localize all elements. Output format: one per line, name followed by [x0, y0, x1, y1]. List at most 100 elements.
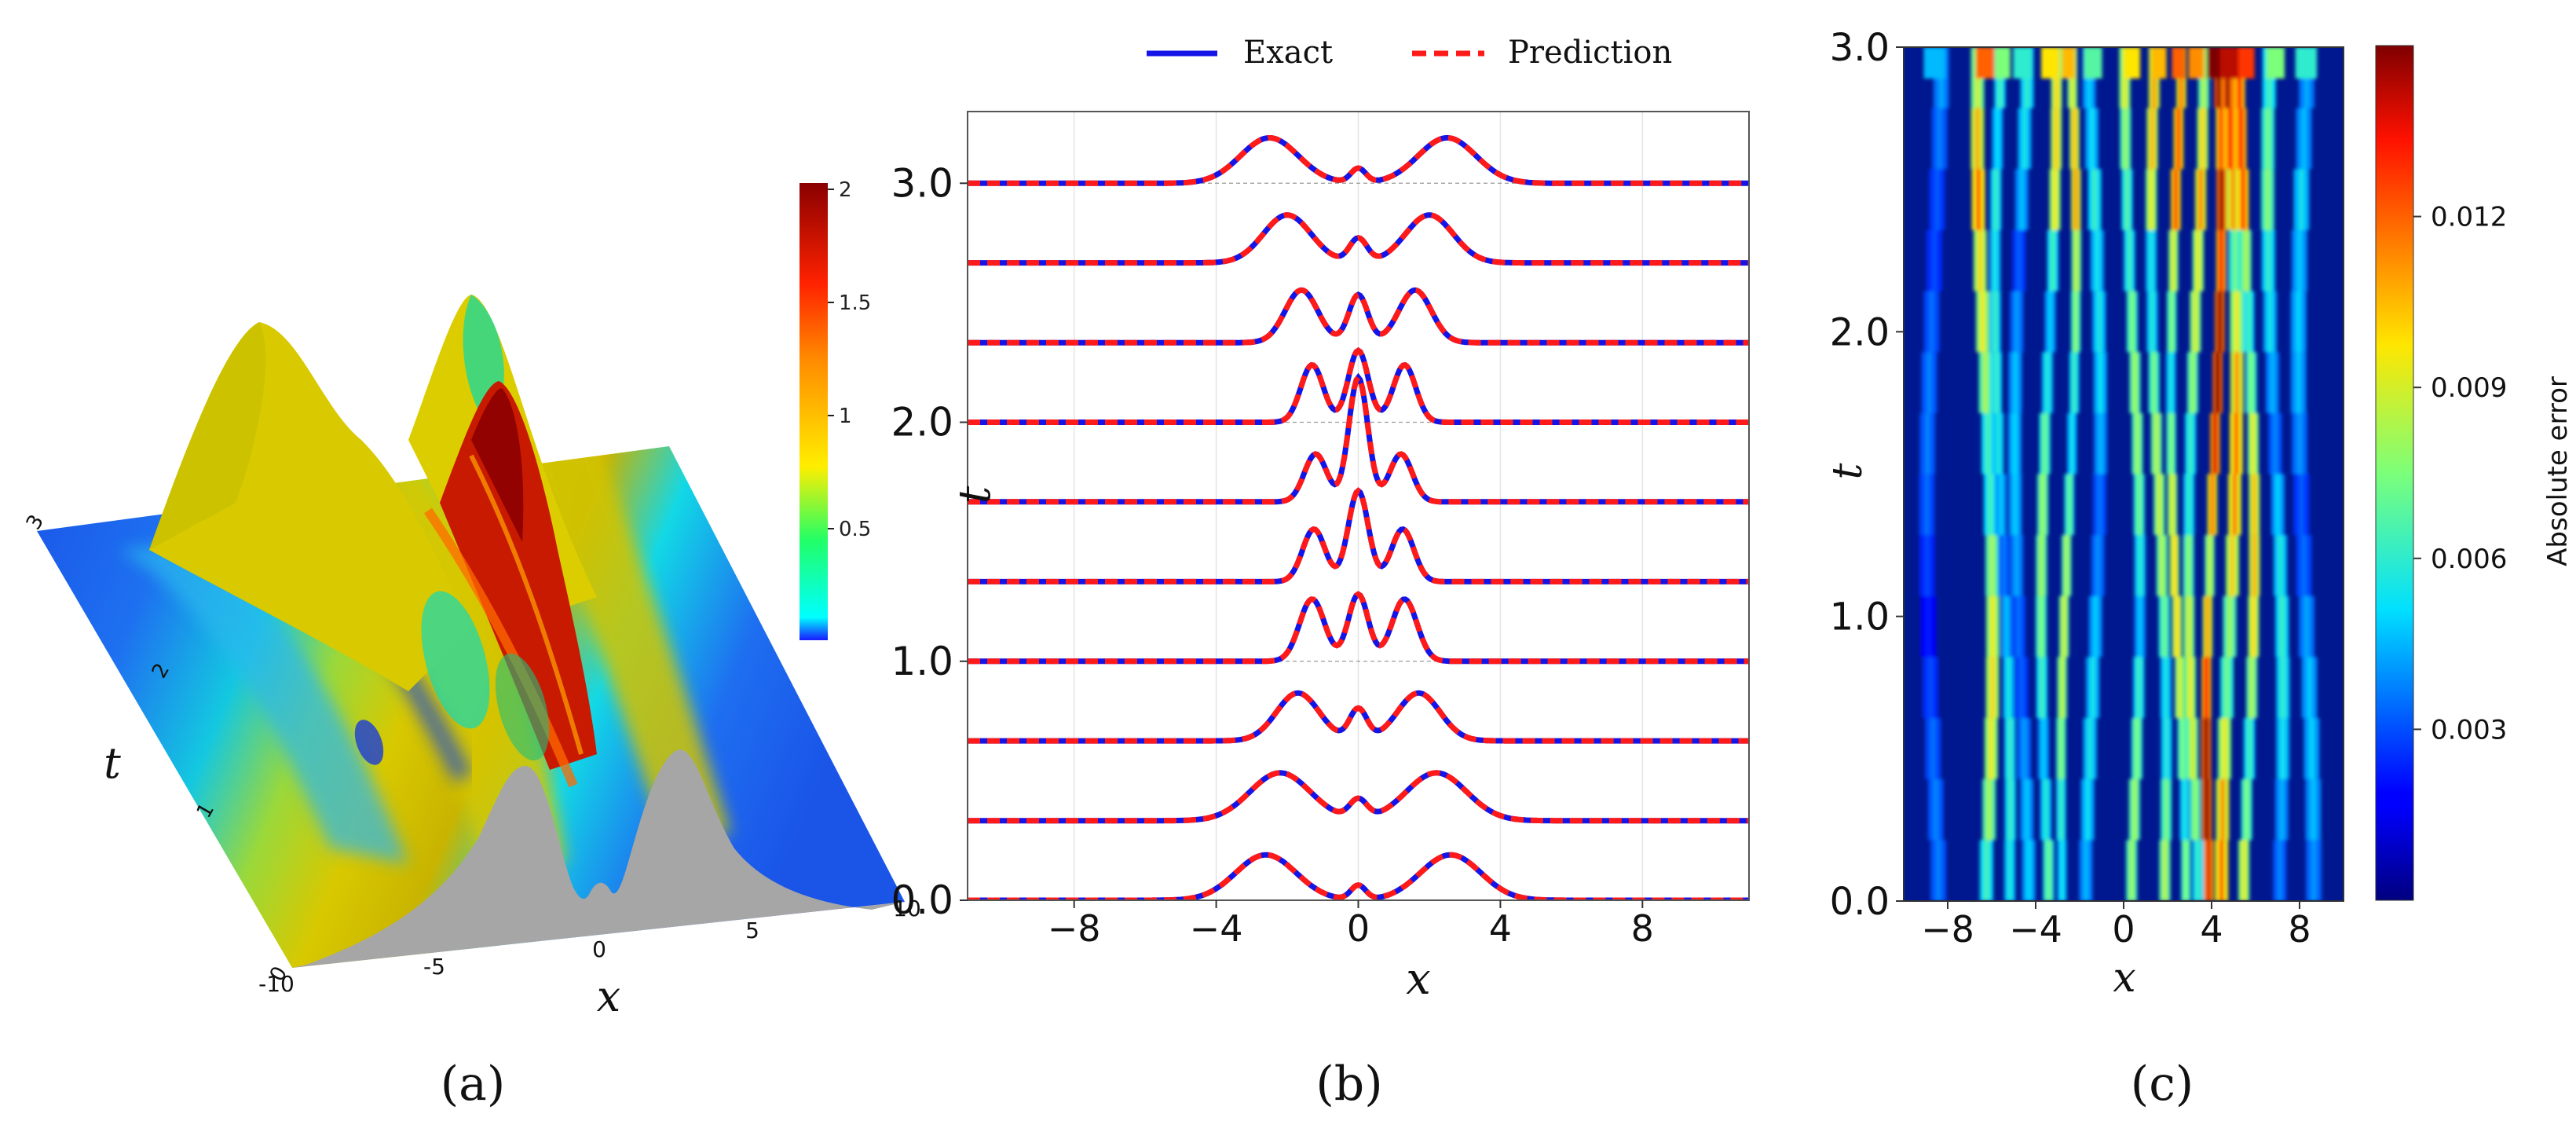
error-stripe-core [2190, 718, 2195, 779]
error-stripe-core [2241, 840, 2247, 901]
error-stripe-core [2024, 778, 2029, 841]
panel-c-colorbar-label: Absolute error [2542, 376, 2574, 566]
error-stripe-core [2092, 169, 2098, 230]
x-tick-label: −8 [1048, 907, 1101, 950]
error-stripe-core [1980, 291, 1985, 353]
error-stripe-core [2217, 291, 2223, 353]
panel-a-colorbar-ticks: 0.5 1 1.5 2 [828, 178, 871, 541]
error-stripe-core [2153, 412, 2159, 474]
y-tick-label: 2.0 [891, 400, 953, 445]
error-stripe-top [2124, 47, 2140, 79]
error-stripe-core [1989, 657, 1995, 719]
error-stripe-top [2084, 47, 2102, 79]
error-stripe-core [2066, 474, 2072, 536]
panel-b-xlabel: x [1406, 954, 1431, 1005]
error-stripe-core [1998, 474, 2003, 536]
error-stripe-core [2089, 108, 2095, 170]
error-stripe-core [1974, 108, 1980, 170]
error-stripe-core [2177, 657, 2183, 719]
error-stripe-core [1985, 412, 1991, 474]
error-stripe-core [2241, 169, 2246, 230]
error-stripe-core [2206, 840, 2212, 901]
error-stripe-core [2277, 840, 2282, 901]
error-stripe-core [2019, 169, 2025, 230]
error-stripe-core [2190, 352, 2195, 413]
error-stripe-core [2266, 229, 2271, 291]
error-stripe-core [2296, 352, 2301, 413]
heatmap-stripes [1919, 47, 2322, 901]
error-stripe-core [2073, 291, 2079, 353]
panel-b-ylabel-rotated: t [950, 485, 1001, 504]
error-stripe-core [2170, 474, 2175, 536]
error-stripe-core [2012, 474, 2018, 536]
x-tick-label: 0 [2112, 908, 2135, 951]
panel-b-curves [968, 135, 1749, 900]
panel-a-label: (a) [441, 1057, 506, 1112]
error-stripe-core [2309, 718, 2314, 779]
error-stripe-core [1925, 412, 1930, 474]
error-stripe-core [2311, 778, 2316, 841]
error-stripe-core [2272, 412, 2278, 474]
error-stripe-core [2224, 657, 2230, 719]
front-profile-t0 [292, 749, 905, 968]
x-tick: 10 [893, 896, 921, 921]
error-stripe-core [2159, 535, 2164, 596]
error-stripe-core [1927, 657, 1933, 719]
x-tick-label: −4 [2009, 908, 2062, 951]
error-stripe-top [2266, 47, 2285, 79]
x-tick: -5 [423, 954, 445, 980]
error-stripe-core [2209, 474, 2215, 536]
error-stripe-core [2173, 169, 2179, 230]
error-stripe-core [2149, 169, 2154, 230]
panel-c-xlabel: x [2113, 954, 2135, 1002]
error-stripe-core [2022, 108, 2027, 170]
error-stripe-core [2238, 108, 2244, 170]
error-stripe-core [2016, 229, 2022, 291]
error-stripe-core [2059, 840, 2065, 901]
panel-b-line-plot: Exact Prediction −8 −4 0 4 8 0.0 1.0 2.0 3.0 x t… [891, 35, 1750, 1112]
panel-a-xlabel: x [597, 972, 620, 1021]
error-stripe-core [2249, 657, 2255, 719]
error-stripe-core [1986, 778, 1992, 841]
error-stripe-core [2212, 412, 2218, 474]
error-stripe-top [2172, 47, 2186, 79]
error-stripe-core [2157, 474, 2162, 536]
error-stripe-core [2304, 595, 2310, 658]
error-stripe-core [2072, 352, 2077, 413]
error-stripe-top [1923, 47, 1945, 79]
error-stripe-core [2039, 595, 2044, 658]
error-stripe-core [2039, 535, 2044, 596]
error-stripe-top [2295, 47, 2318, 79]
error-stripe-core [2299, 169, 2304, 230]
error-stripe-core [1924, 474, 1930, 536]
error-stripe-core [2136, 657, 2142, 719]
error-stripe-top [2188, 47, 2205, 79]
error-stripe-core [1990, 595, 1996, 658]
error-stripe-core [2163, 657, 2168, 719]
error-stripe-core [2018, 657, 2024, 719]
error-stripe-core [2204, 778, 2209, 841]
error-stripe-core [2168, 352, 2174, 413]
error-stripe-core [2058, 778, 2064, 841]
colorbar-tick: 1 [839, 405, 852, 428]
error-stripe-core [2150, 108, 2155, 170]
error-stripe-core [2062, 595, 2067, 658]
error-stripe-core [2232, 229, 2238, 291]
error-stripe-core [1992, 229, 1998, 291]
error-stripe-core [2232, 474, 2238, 536]
error-stripe-core [2058, 718, 2064, 779]
error-stripe-core [1936, 840, 1941, 901]
error-stripe-core [2174, 595, 2179, 658]
error-stripe-core [2137, 595, 2142, 658]
panel-c-colorbar [2376, 46, 2413, 900]
error-stripe-core [2096, 291, 2102, 353]
panel-a-colorbar [800, 183, 828, 640]
error-stripe-core [2252, 474, 2257, 536]
error-stripe-core [2227, 108, 2233, 170]
error-stripe-top [2041, 47, 2057, 79]
x-tick: 0 [592, 936, 606, 962]
colorbar-tick-label: 0.012 [2431, 202, 2507, 233]
prediction-curve [968, 770, 1749, 824]
error-stripe-core [2052, 169, 2058, 230]
prediction-curve [968, 690, 1749, 744]
